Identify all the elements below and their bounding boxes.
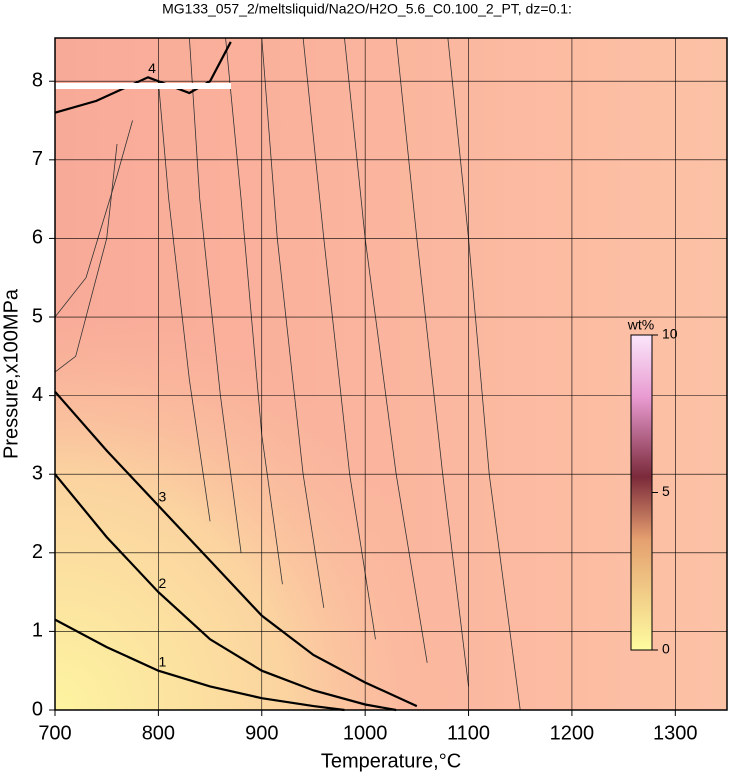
colorbar-tick-label: 5 <box>662 483 670 499</box>
contour-line <box>54 390 418 708</box>
contour-label: 4 <box>148 60 156 76</box>
colorbar-label: wt% <box>627 317 654 333</box>
contour-line <box>447 37 521 711</box>
colorbar-tick-label: 0 <box>662 641 670 657</box>
x-tick-label: 1200 <box>550 722 595 744</box>
contour-line <box>395 37 469 687</box>
contour-line <box>54 120 133 318</box>
contour-label: 3 <box>158 488 166 504</box>
contour-line <box>302 37 376 640</box>
plot-frame <box>54 37 728 711</box>
contour-line <box>54 473 397 712</box>
contour-line <box>54 618 345 712</box>
x-tick-label: 1300 <box>653 722 698 744</box>
y-tick-label: 2 <box>32 541 43 563</box>
y-tick-label: 1 <box>32 620 43 642</box>
contour-line <box>344 37 428 663</box>
y-tick-label: 8 <box>32 70 43 92</box>
x-axis-label: Temperature,°C <box>321 750 461 772</box>
x-tick-label: 800 <box>142 722 175 744</box>
y-tick-label: 5 <box>32 305 43 327</box>
y-tick-label: 6 <box>32 227 43 249</box>
contour-line <box>261 37 325 608</box>
colorbar-tick-label: 10 <box>662 326 678 342</box>
contour-line <box>157 81 211 522</box>
y-tick-label: 0 <box>32 698 43 720</box>
y-tick-label: 4 <box>32 384 43 406</box>
colorbar <box>630 334 653 651</box>
mask-bar <box>55 83 231 89</box>
y-axis-label: Pressure,x100MPa <box>0 288 22 459</box>
x-tick-label: 1100 <box>447 722 490 744</box>
y-tick-label: 3 <box>32 462 43 484</box>
x-tick-label: 700 <box>38 722 71 744</box>
chart-title: MG133_057_2/meltsliquid/Na2O/H2O_5.6_C0.… <box>162 1 572 17</box>
contour-label: 2 <box>158 575 166 591</box>
x-tick-label: 900 <box>245 722 278 744</box>
plot-shading <box>55 38 727 710</box>
contour-label: 1 <box>158 653 166 669</box>
y-tick-label: 7 <box>32 148 43 170</box>
x-tick-label: 1000 <box>343 722 388 744</box>
